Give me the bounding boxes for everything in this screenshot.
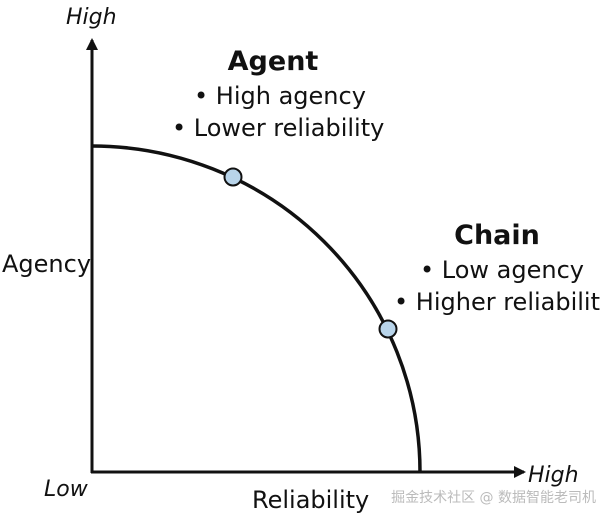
watermark: 掘金技术社区 @ 数据智能老司机 — [391, 490, 596, 506]
x-high-label: High — [528, 463, 579, 488]
agent-point-text: • Lower reliability — [172, 114, 384, 142]
frontier-curve — [91, 144, 422, 473]
chain-point — [378, 319, 398, 339]
y-high-label: High — [66, 5, 117, 30]
x-axis-label: Reliability — [252, 486, 369, 514]
chain-title: Chain — [454, 220, 540, 251]
y-axis-label: Agency — [2, 250, 91, 278]
chain-point-text: • Higher reliability — [394, 288, 600, 316]
origin-label: Low — [44, 477, 89, 502]
agent-point-text: • High agency — [194, 82, 366, 110]
agent-point — [223, 167, 243, 187]
agent-title: Agent — [228, 46, 319, 77]
chain-point-text: • Low agency — [420, 256, 584, 284]
